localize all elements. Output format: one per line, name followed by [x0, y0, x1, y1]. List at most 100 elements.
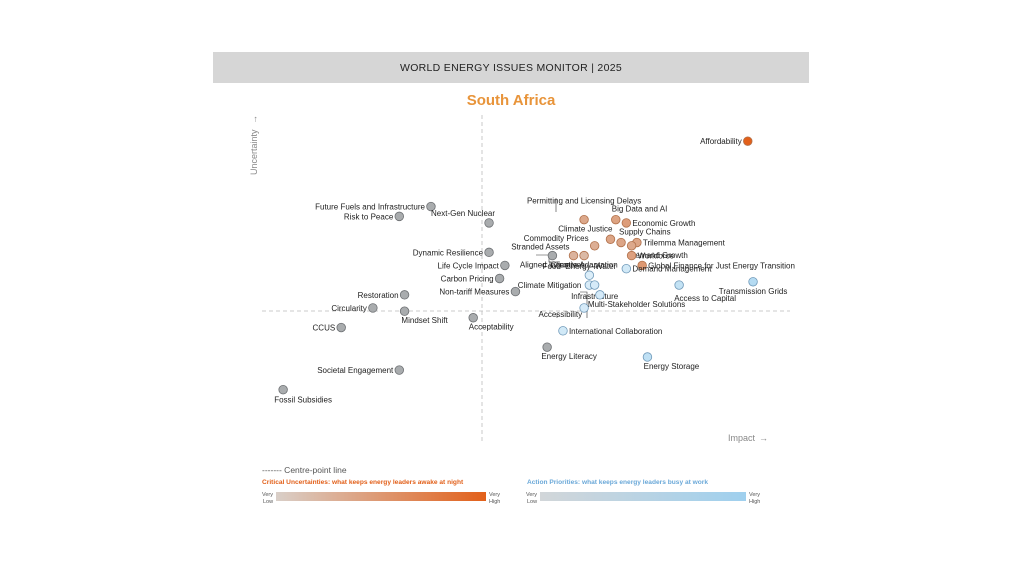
point-label: International Collaboration [569, 327, 662, 336]
data-point-access-to-capital: Access to Capital [674, 280, 736, 303]
data-point-next-gen-nuclear: Next-Gen Nuclear [431, 209, 495, 228]
point-marker [674, 280, 684, 290]
point-marker [621, 218, 632, 228]
pri-very-high-bottom: High [749, 499, 760, 505]
point-marker [616, 237, 626, 248]
unc-very-high-bottom: High [489, 499, 500, 505]
data-point-carbon-pricing: Carbon Pricing [441, 273, 505, 284]
point-label: Accessibility [539, 310, 583, 319]
point-label: Energy Literacy [541, 352, 597, 361]
point-marker [558, 326, 568, 336]
data-point-acceptability: Acceptability [468, 313, 514, 332]
y-axis-arrow: → [249, 115, 259, 124]
legend-priorities-title: Action Priorities: what keeps energy lea… [527, 479, 708, 486]
point-label: Demand Management [632, 265, 712, 274]
data-point-accessibility: Accessibility [539, 303, 589, 319]
point-marker [605, 234, 616, 244]
point-marker [637, 260, 647, 271]
data-points: Affordability Permitting and Licensing De… [274, 136, 795, 405]
legend-uncertainties-title: Critical Uncertainties: what keeps energ… [262, 479, 464, 486]
data-point-aligned-incentives: Aligned Incentives [520, 250, 585, 270]
data-point-future-fuels-and-infrastructure: Future Fuels and Infrastructure [315, 201, 436, 212]
unc-very-high-top: Very [489, 492, 500, 498]
point-marker [626, 241, 637, 251]
data-point-demand-management: Demand Management [621, 263, 712, 274]
point-label: Global Finance for Just Energy Transitio… [648, 261, 795, 270]
point-label: Demand Growth [630, 251, 688, 260]
point-label: Trilemma Management [643, 239, 726, 248]
point-label: Life Cycle Impact [438, 261, 500, 270]
point-marker [568, 250, 579, 261]
point-marker [399, 306, 410, 316]
point-label: Climate Justice [558, 224, 613, 233]
data-point-food-energy-water: Food–Energy–Water [543, 262, 617, 280]
point-label: Affordability [700, 137, 742, 146]
data-point-energy-literacy: Energy Literacy [541, 342, 597, 361]
point-marker [595, 290, 605, 300]
data-point-energy-storage: Energy Storage [642, 352, 700, 371]
point-marker [743, 136, 753, 146]
point-label: Circularity [331, 304, 367, 313]
point-label: Restoration [358, 291, 399, 300]
point-label: Societal Engagement [317, 366, 394, 375]
point-label: Future Fuels and Infrastructure [315, 203, 425, 212]
data-point-fossil-subsidies: Fossil Subsidies [274, 384, 332, 405]
chart-title: South Africa [467, 92, 556, 109]
point-label: Aligned Incentives [520, 261, 585, 270]
data-point-life-cycle-impact: Life Cycle Impact [438, 260, 510, 271]
point-label: Climate Mitigation [518, 281, 582, 290]
point-label: Workforce [638, 252, 675, 261]
data-point-ccus: CCUS [313, 322, 346, 333]
data-point-multi-stakeholder-solutions: Multi-Stakeholder Solutions [588, 290, 685, 309]
point-label: Commodity Prices [524, 234, 589, 243]
point-label: CCUS [313, 324, 336, 333]
data-point-workforce: Workforce [626, 250, 675, 261]
point-marker [494, 273, 505, 284]
x-axis-arrow: → [759, 433, 768, 443]
pri-very-low-bottom: Low [527, 499, 537, 505]
data-point-societal-engagement: Societal Engagement [317, 365, 404, 375]
point-label: Multi-Stakeholder Solutions [588, 300, 685, 309]
point-marker [611, 214, 621, 225]
point-marker [626, 250, 637, 261]
data-point-trilemma-management: Trilemma Management [632, 237, 726, 248]
point-label: Economic Growth [632, 219, 695, 228]
point-marker [426, 201, 436, 212]
point-label: Permitting and Licensing Delays [527, 197, 641, 206]
point-marker [500, 260, 510, 271]
point-label: Carbon Pricing [441, 275, 494, 284]
point-marker [579, 303, 589, 313]
point-label: Supply Chains [619, 228, 671, 237]
data-point-mindset-shift: Mindset Shift [399, 306, 448, 325]
data-point-international-collaboration: International Collaboration [558, 326, 662, 336]
unc-very-low-bottom: Low [263, 499, 273, 505]
point-marker [510, 286, 521, 297]
pri-very-low-top: Very [526, 492, 537, 498]
point-label: Energy Storage [644, 362, 700, 371]
point-label: Access to Capital [674, 294, 736, 303]
data-point-climate-justice: Climate Justice [558, 224, 616, 244]
uncertainty-gradient-bar [276, 492, 486, 501]
point-marker [621, 263, 632, 274]
point-label: Food–Energy–Water [543, 262, 617, 271]
data-point-non-tariff-measures: Non-tariff Measures [439, 286, 521, 297]
point-label: Transmission Grids [719, 287, 788, 296]
point-marker [484, 247, 494, 258]
point-label: Big Data and AI [612, 205, 668, 214]
point-marker [484, 218, 494, 228]
data-point-big-data-and-ai: Big Data and AI [611, 205, 668, 225]
point-marker [399, 290, 410, 300]
point-marker [589, 280, 600, 290]
data-point-global-finance-for-just-energy-transition: Global Finance for Just Energy Transitio… [637, 260, 795, 271]
data-point-affordability: Affordability [700, 136, 753, 146]
priority-gradient-bar [540, 492, 746, 501]
point-marker [579, 250, 589, 261]
point-marker [584, 270, 595, 280]
point-marker [642, 352, 653, 362]
data-point-circularity: Circularity [331, 303, 378, 313]
point-marker [542, 342, 552, 352]
y-axis-label: Uncertainty [249, 129, 259, 175]
point-label: Climate Adaptation [551, 261, 618, 270]
unc-very-low-top: Very [262, 492, 273, 498]
point-marker [336, 322, 346, 333]
